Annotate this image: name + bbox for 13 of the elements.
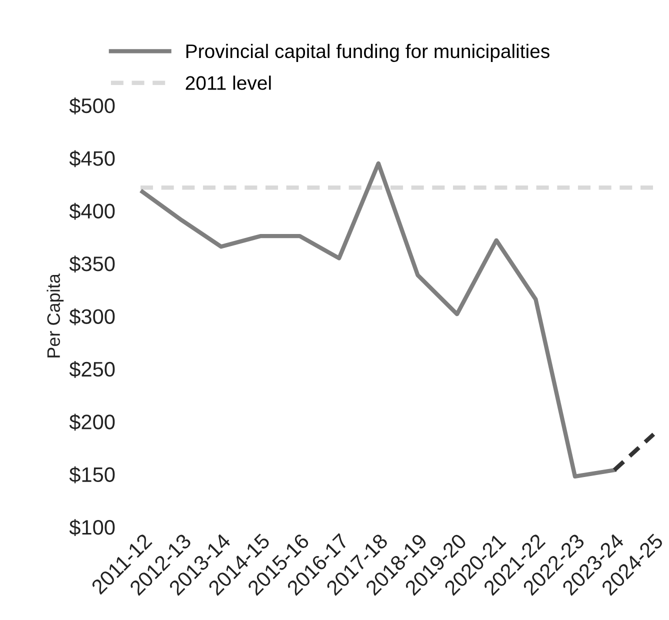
y-tick-label: $250 [69, 361, 115, 378]
y-tick-label: $150 [69, 466, 115, 484]
y-tick-label: $200 [69, 414, 115, 431]
y-tick-label: $500 [69, 98, 115, 114]
legend-label: 2011 level [186, 76, 271, 90]
y-tick-label: $100 [69, 519, 115, 536]
y-tick-label: $350 [69, 256, 115, 272]
legend-label: Provincial capital funding for municipalities [186, 44, 550, 62]
line-series [140, 161, 616, 478]
y-tick-label: $450 [69, 150, 115, 168]
y-tick-label: $400 [69, 202, 115, 220]
y-tick-label: $300 [69, 308, 115, 326]
y-axis-title: Per Capita [46, 274, 64, 358]
